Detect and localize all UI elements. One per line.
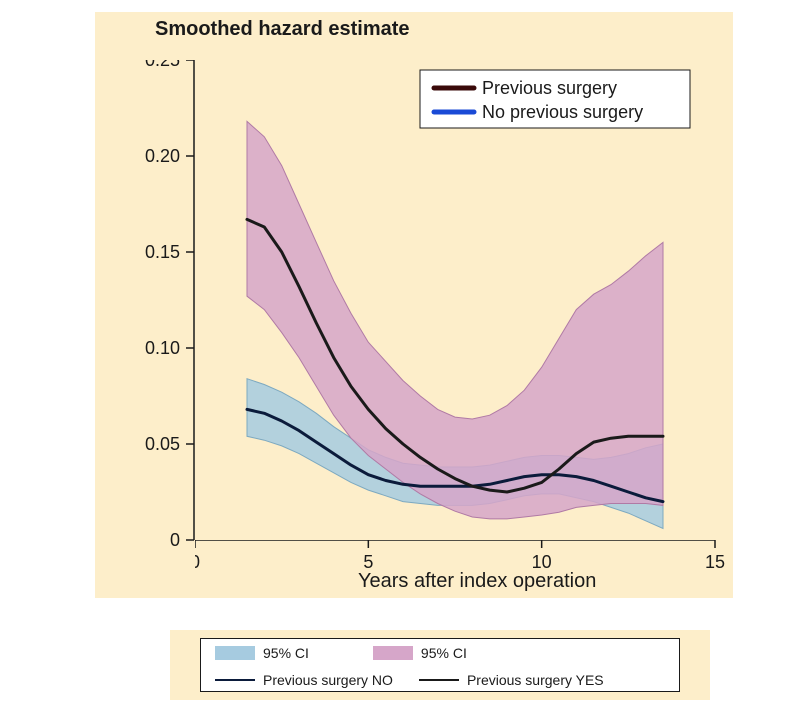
legend-swatch-ci-no — [215, 646, 255, 660]
legend-swatch-ci-yes — [373, 646, 413, 660]
svg-text:0: 0 — [195, 552, 200, 572]
legend-label-line-yes: Previous surgery YES — [467, 672, 604, 688]
svg-text:5: 5 — [363, 552, 373, 572]
svg-text:10: 10 — [532, 552, 552, 572]
svg-text:15: 15 — [705, 552, 725, 572]
svg-text:0.20: 0.20 — [145, 146, 180, 166]
y-axis: 0 0.05 0.10 0.15 0.20 0.25 — [120, 60, 195, 560]
bottom-legend-panel: 95% CI 95% CI Previous surgery NO Previo… — [170, 630, 710, 700]
svg-text:0.10: 0.10 — [145, 338, 180, 358]
svg-text:0.05: 0.05 — [145, 434, 180, 454]
svg-text:0.25: 0.25 — [145, 60, 180, 70]
legend-line-yes — [419, 679, 459, 681]
svg-text:No previous surgery: No previous surgery — [482, 102, 643, 122]
svg-text:0.15: 0.15 — [145, 242, 180, 262]
chart-title: Smoothed hazard estimate — [155, 18, 410, 41]
svg-text:Previous surgery: Previous surgery — [482, 78, 617, 98]
x-axis-title: Years after index operation — [358, 570, 596, 593]
bottom-legend-box: 95% CI 95% CI Previous surgery NO Previo… — [200, 638, 680, 692]
hazard-plot: Previous surgery No previous surgery — [195, 60, 715, 540]
legend-line-no — [215, 679, 255, 681]
legend-label-line-no: Previous surgery NO — [263, 672, 393, 688]
legend-label-ci-yes: 95% CI — [421, 645, 467, 661]
svg-text:0: 0 — [170, 530, 180, 550]
legend-label-ci-no: 95% CI — [263, 645, 309, 661]
